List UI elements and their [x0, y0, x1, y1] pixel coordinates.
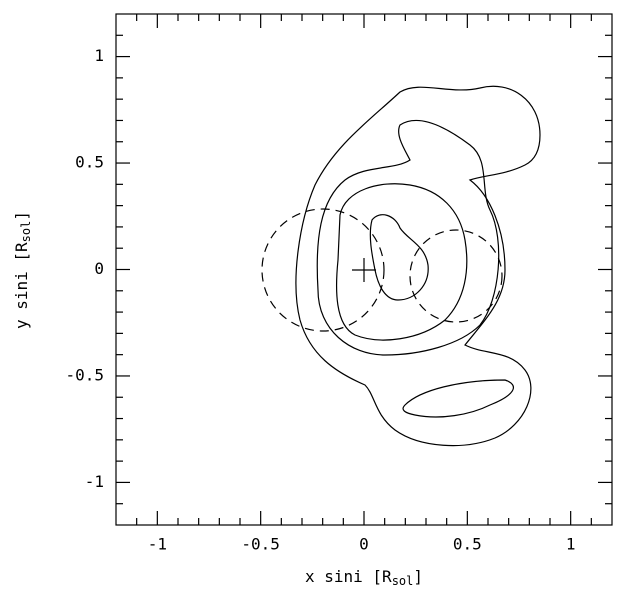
label-sub: sol — [19, 221, 33, 243]
contour — [316, 120, 500, 356]
y-tick-label: 0.5 — [75, 153, 104, 172]
contour — [369, 214, 429, 301]
y-tick-label: 1 — [94, 46, 104, 65]
contours — [261, 85, 541, 447]
x-tick-label: -1 — [148, 535, 167, 554]
x-tick-label: 1 — [566, 535, 576, 554]
roche-lobe — [261, 208, 385, 332]
x-axis-label: x sini [Rsol] — [305, 567, 423, 588]
label-part: x sini [R — [305, 567, 392, 586]
y-tick-label: -1 — [85, 472, 104, 491]
y-tick-label: 0 — [94, 259, 104, 278]
contour — [402, 379, 515, 418]
x-tick-label: -0.5 — [241, 535, 280, 554]
center-cross — [352, 258, 376, 282]
label-part: ] — [413, 567, 423, 586]
label-part: y sini [R — [12, 242, 31, 329]
x-tick-label: 0.5 — [453, 535, 482, 554]
contour — [295, 85, 541, 447]
roche-lobe — [409, 229, 503, 323]
y-tick-label: -0.5 — [65, 365, 104, 384]
label-sub: sol — [392, 574, 414, 588]
y-axis-label: y sini [Rsol] — [12, 211, 33, 329]
label-part: ] — [12, 211, 31, 221]
x-tick-label: 0 — [359, 535, 369, 554]
contour — [335, 183, 468, 341]
